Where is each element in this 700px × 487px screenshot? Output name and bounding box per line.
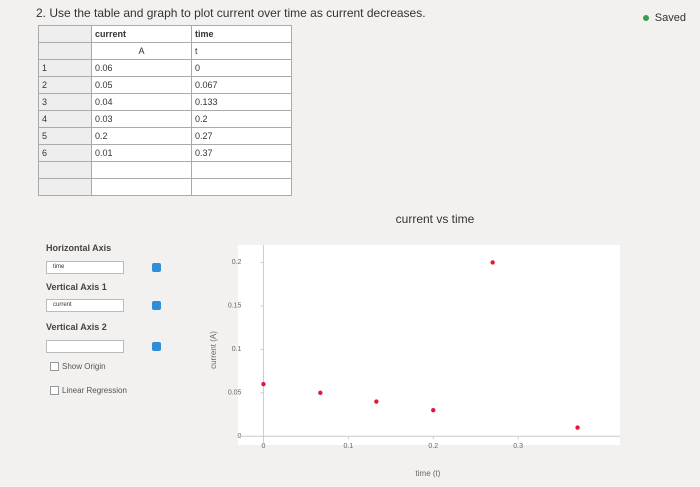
table-row: 5 0.2 0.27 <box>38 127 292 145</box>
table-row <box>38 161 292 179</box>
checkbox[interactable]: Show Origin <box>50 362 106 371</box>
point <box>575 425 580 430</box>
table-row: current time <box>38 25 292 43</box>
table-cell[interactable]: 5 <box>38 127 92 145</box>
x-tick-label: 0 <box>262 443 266 450</box>
y-axis-label: current (A) <box>209 331 218 369</box>
chart-title: current vs time <box>396 212 475 226</box>
y-tick-label: 0.05 <box>228 390 242 397</box>
table-cell[interactable]: 1 <box>38 59 92 77</box>
select[interactable] <box>46 340 124 353</box>
x-axis-label: time (t) <box>416 469 441 478</box>
saved-status: Saved <box>643 12 686 24</box>
y-tick-label: 0.15 <box>228 303 242 310</box>
select[interactable]: time <box>46 261 124 274</box>
table-row: 1 0.06 0 <box>38 59 292 77</box>
table-cell[interactable] <box>191 178 292 196</box>
button[interactable] <box>152 263 161 272</box>
point <box>431 408 436 413</box>
table-row: 3 0.04 0.133 <box>38 93 292 111</box>
axis-label: Vertical Axis 2 <box>46 322 107 332</box>
table-row: 4 0.03 0.2 <box>38 110 292 128</box>
axis-label: Horizontal Axis <box>46 243 112 253</box>
button[interactable] <box>152 301 161 310</box>
checkbox[interactable]: Linear Regression <box>50 386 127 395</box>
point <box>374 399 379 404</box>
point <box>261 381 266 387</box>
plot-area <box>238 245 620 445</box>
point <box>318 390 323 396</box>
table-cell[interactable]: 6 <box>38 144 92 162</box>
table-cell[interactable] <box>38 178 92 196</box>
select[interactable]: current <box>46 299 124 312</box>
y-tick-label: 0.1 <box>232 346 242 353</box>
table-cell[interactable]: 4 <box>38 110 92 128</box>
button[interactable] <box>152 342 161 351</box>
y-tick-label: 0.2 <box>232 259 242 266</box>
question: 2. Use the table and graph to plot curre… <box>36 6 426 20</box>
x-tick-label: 0.1 <box>343 443 353 450</box>
table-row: 2 0.05 0.067 <box>38 76 292 94</box>
x-tick-label: 0.2 <box>428 443 438 450</box>
table-row: 6 0.01 0.37 <box>38 144 292 162</box>
axis-label: Vertical Axis 1 <box>46 282 107 292</box>
table-cell[interactable]: 3 <box>38 93 92 111</box>
table-row <box>38 178 292 196</box>
point <box>490 260 495 265</box>
table-cell[interactable]: 2 <box>38 76 92 94</box>
x-tick-label: 0.3 <box>513 443 523 450</box>
